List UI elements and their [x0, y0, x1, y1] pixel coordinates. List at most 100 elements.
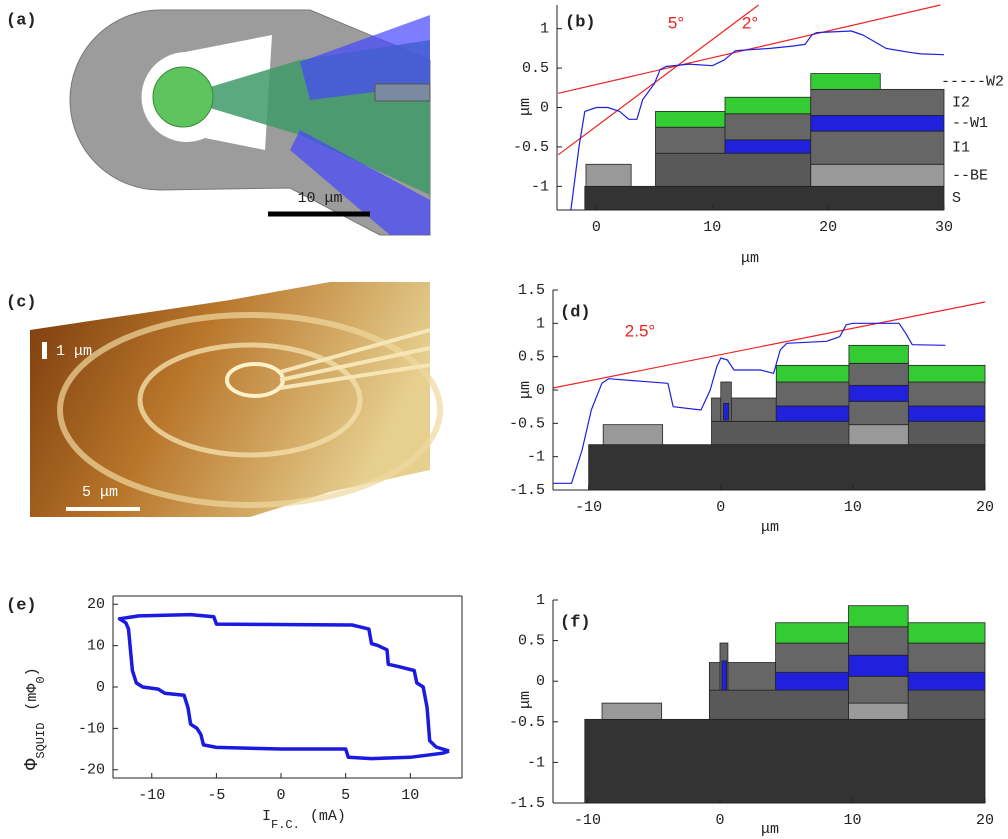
layer-label: I1 [952, 140, 970, 157]
slope-label: 5° [668, 13, 684, 32]
y-tick-label: 0 [536, 382, 545, 399]
x-tick-label: 20 [976, 499, 994, 516]
layer-block [655, 111, 725, 127]
y-tick-label: 1 [540, 21, 549, 38]
panel-label: (c) [6, 293, 37, 312]
layer-block [849, 363, 908, 385]
layer-block [849, 606, 909, 627]
layer-block [849, 401, 908, 424]
y-label-unit-sub: 0 [34, 676, 48, 683]
x-tick-label: 0 [716, 499, 725, 516]
x-tick-label: 10 [844, 499, 862, 516]
layer-block [709, 663, 775, 691]
x-tick-label: -5 [207, 787, 225, 804]
y-tick-label: 0.5 [518, 349, 545, 366]
x-axis-label: IF.C.(mA) [262, 808, 346, 832]
layer-block [811, 115, 944, 131]
layer-block [849, 385, 908, 401]
layer-block [709, 690, 848, 719]
y-label-sub: SQUID [34, 723, 48, 759]
x-tick-label: -10 [138, 787, 165, 804]
scale-bar-label: 1 μm [56, 343, 92, 360]
x-label-unit: (mA) [310, 808, 346, 825]
y-tick-label: 1 [536, 592, 545, 609]
layer-label: --W1 [952, 115, 988, 132]
panel-label: (a) [6, 11, 37, 30]
x-axis-label: μm [761, 821, 779, 838]
layer-block [908, 690, 985, 719]
y-tick-label: -20 [78, 762, 105, 779]
layer-label: S [952, 190, 961, 207]
x-tick-label: 20 [976, 812, 994, 829]
x-tick-label: 10 [843, 812, 861, 829]
y-axis-label: ΦSQUID (mΦ0) [21, 667, 48, 770]
layer-block [655, 153, 810, 186]
y-tick-label: -1.5 [509, 795, 545, 812]
y-tick-label: -1 [527, 754, 545, 771]
x-tick-label: 5 [341, 787, 350, 804]
panel-label: (f) [560, 613, 591, 632]
x-tick-label: 10 [703, 219, 721, 236]
x-axis-label: μm [761, 519, 779, 536]
slope-label: 2.5° [625, 321, 655, 340]
layer-block [603, 425, 662, 445]
layer-block [776, 382, 849, 406]
layer-block [776, 365, 849, 382]
layer-block [725, 140, 811, 153]
x-tick-label: 0 [277, 787, 286, 804]
x-tick-label: 0 [715, 812, 724, 829]
y-tick-label: 20 [87, 596, 105, 613]
y-tick-label: -1.5 [509, 482, 545, 499]
y-tick-label: 0 [536, 673, 545, 690]
layer-block [908, 382, 985, 406]
layer-block [776, 672, 849, 690]
data-line [120, 615, 450, 759]
y-tick-label: -10 [78, 720, 105, 737]
layer-block [849, 676, 909, 703]
layer-block [655, 127, 725, 153]
layer-block [908, 421, 985, 444]
layer-block [776, 643, 849, 672]
y-tick-label: -1 [527, 449, 545, 466]
y-tick-label: 10 [87, 638, 105, 655]
image-a: 10 μm (a) [6, 10, 430, 235]
x-tick-label: -10 [575, 499, 602, 516]
panel-label: (b) [565, 13, 596, 32]
figure: 10 μm (a) 1 μm 5 μm (c) IF.C.(mA) ΦSQUID… [0, 0, 1008, 839]
image-c: 1 μm 5 μm (c) [6, 282, 440, 517]
y-tick-label: -1 [531, 178, 549, 195]
x-tick-label: 0 [592, 219, 601, 236]
layer-block [908, 643, 985, 672]
layer-block [776, 623, 849, 643]
layer-block [776, 406, 849, 421]
layer-block [811, 131, 944, 164]
layer-block [908, 672, 985, 690]
x-tick-label: -10 [574, 812, 601, 829]
y-label-unit: (mΦ [24, 684, 41, 711]
layer-block [602, 703, 662, 719]
layer-block [849, 425, 908, 445]
y-axis-label: μm [517, 381, 534, 399]
scale-bar-label: 10 μm [297, 190, 342, 207]
layer-block [589, 445, 985, 490]
scale-bar-label: 5 μm [82, 484, 118, 501]
y-axis-label: μm [517, 691, 534, 709]
y-label-main: Φ [21, 758, 43, 770]
slope-label: 2° [742, 13, 758, 32]
layer-block [849, 627, 909, 655]
y-tick-label: 1 [536, 315, 545, 332]
layer-block [811, 89, 944, 115]
layer-block [723, 403, 728, 420]
layer-label: I2 [952, 94, 970, 111]
layer-block [908, 406, 985, 421]
y-tick-label: 0.5 [518, 633, 545, 650]
y-label-unit-close: ) [24, 667, 41, 676]
layer-block [811, 74, 881, 90]
layer-block [849, 345, 908, 363]
y-axis-label: μm [517, 98, 534, 116]
layer-block [586, 164, 631, 186]
layer-block [908, 365, 985, 382]
layer-block [722, 661, 727, 690]
layer-block [585, 186, 944, 210]
x-label-sub: F.C. [271, 818, 300, 832]
